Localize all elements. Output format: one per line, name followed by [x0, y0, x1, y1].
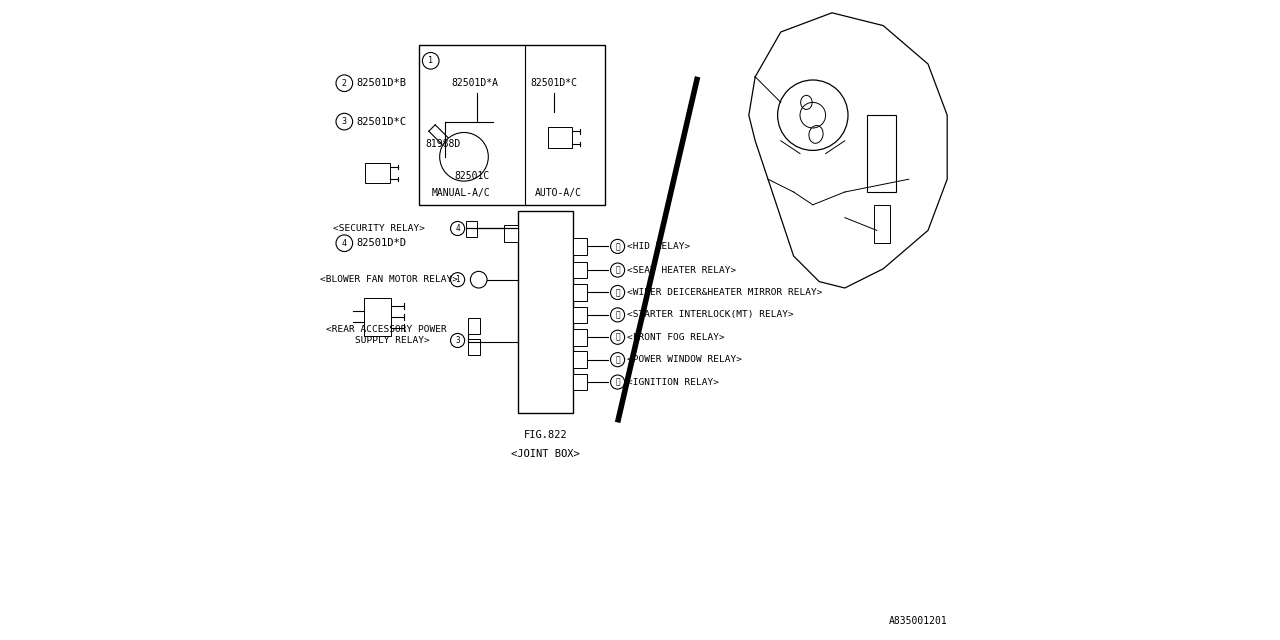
Text: 82501C: 82501C [454, 171, 490, 181]
Text: 82501D*A: 82501D*A [452, 78, 498, 88]
Text: <POWER WINDOW RELAY>: <POWER WINDOW RELAY> [627, 355, 742, 364]
Bar [573, 238, 586, 255]
Text: 82501D*D: 82501D*D [356, 238, 407, 248]
Text: A835001201: A835001201 [888, 616, 947, 626]
Text: <BLOWER FAN MOTOR RELAY>: <BLOWER FAN MOTOR RELAY> [320, 275, 458, 284]
Text: ③: ③ [616, 355, 620, 364]
Bar [420, 45, 604, 205]
Text: 82501D*B: 82501D*B [356, 78, 407, 88]
Text: ②: ② [616, 242, 620, 251]
Text: <FRONT FOG RELAY>: <FRONT FOG RELAY> [627, 333, 724, 342]
Bar [504, 225, 518, 242]
Text: ③: ③ [616, 288, 620, 297]
Bar [874, 205, 890, 243]
Bar [364, 298, 392, 335]
Text: 82501D*C: 82501D*C [530, 78, 577, 88]
Bar [518, 211, 573, 413]
Text: 4: 4 [456, 224, 460, 233]
Bar [573, 374, 586, 390]
Text: SUPPLY RELAY>: SUPPLY RELAY> [356, 336, 430, 345]
Bar [548, 127, 572, 148]
Text: <SEAT HEATER RELAY>: <SEAT HEATER RELAY> [627, 266, 736, 275]
Text: 1: 1 [456, 275, 460, 284]
Text: <HID RELAY>: <HID RELAY> [627, 242, 690, 251]
Text: ③: ③ [616, 378, 620, 387]
Bar [365, 163, 390, 183]
Bar [573, 351, 586, 368]
Text: <WIPER DEICER&HEATER MIRROR RELAY>: <WIPER DEICER&HEATER MIRROR RELAY> [627, 288, 823, 297]
Text: 82501D*C: 82501D*C [356, 116, 407, 127]
Bar [573, 262, 586, 278]
Text: <STARTER INTERLOCK(MT) RELAY>: <STARTER INTERLOCK(MT) RELAY> [627, 310, 794, 319]
Text: MANUAL-A/C: MANUAL-A/C [433, 188, 490, 198]
Text: 81988D: 81988D [425, 139, 461, 149]
Bar [466, 221, 477, 237]
Bar [573, 284, 586, 301]
Text: AUTO-A/C: AUTO-A/C [535, 188, 581, 198]
Text: 4: 4 [342, 239, 347, 248]
Bar [868, 115, 896, 192]
Text: <JOINT BOX>: <JOINT BOX> [511, 449, 580, 460]
Text: 3: 3 [342, 117, 347, 126]
Text: 2: 2 [342, 79, 347, 88]
Text: 3: 3 [456, 336, 460, 345]
Text: FIG.822: FIG.822 [524, 430, 567, 440]
Text: ③: ③ [616, 310, 620, 319]
Bar [573, 329, 586, 346]
Text: <SECURITY RELAY>: <SECURITY RELAY> [333, 224, 425, 233]
Text: <IGNITION RELAY>: <IGNITION RELAY> [627, 378, 719, 387]
Text: ③: ③ [616, 266, 620, 275]
Bar [468, 339, 480, 355]
Text: 1: 1 [429, 56, 433, 65]
Text: ③: ③ [616, 333, 620, 342]
Text: <REAR ACCESSORY POWER: <REAR ACCESSORY POWER [326, 325, 447, 334]
Bar [468, 318, 480, 334]
Bar [573, 307, 586, 323]
